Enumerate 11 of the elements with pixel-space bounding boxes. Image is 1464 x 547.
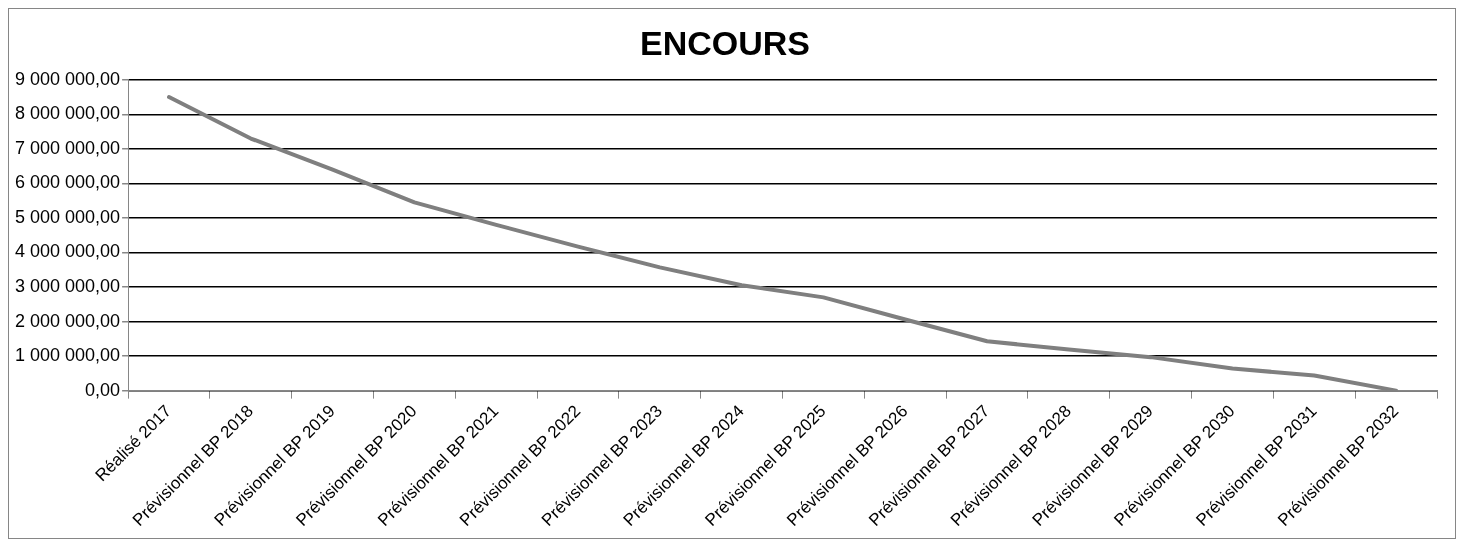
y-tick-label: 9 000 000,00	[14, 68, 121, 89]
y-tick-label: 4 000 000,00	[14, 241, 121, 262]
y-tick-label: 0,00	[85, 379, 121, 400]
y-tick-label: 6 000 000,00	[14, 172, 121, 193]
chart-title: ENCOURS	[639, 23, 811, 62]
y-tick-label: 1 000 000,00	[14, 345, 121, 366]
y-tick-label: 7 000 000,00	[14, 137, 121, 158]
y-tick-label: 2 000 000,00	[14, 310, 121, 331]
y-tick-label: 8 000 000,00	[14, 103, 121, 124]
y-tick-label: 5 000 000,00	[14, 206, 121, 227]
y-tick-label: 3 000 000,00	[14, 275, 121, 296]
